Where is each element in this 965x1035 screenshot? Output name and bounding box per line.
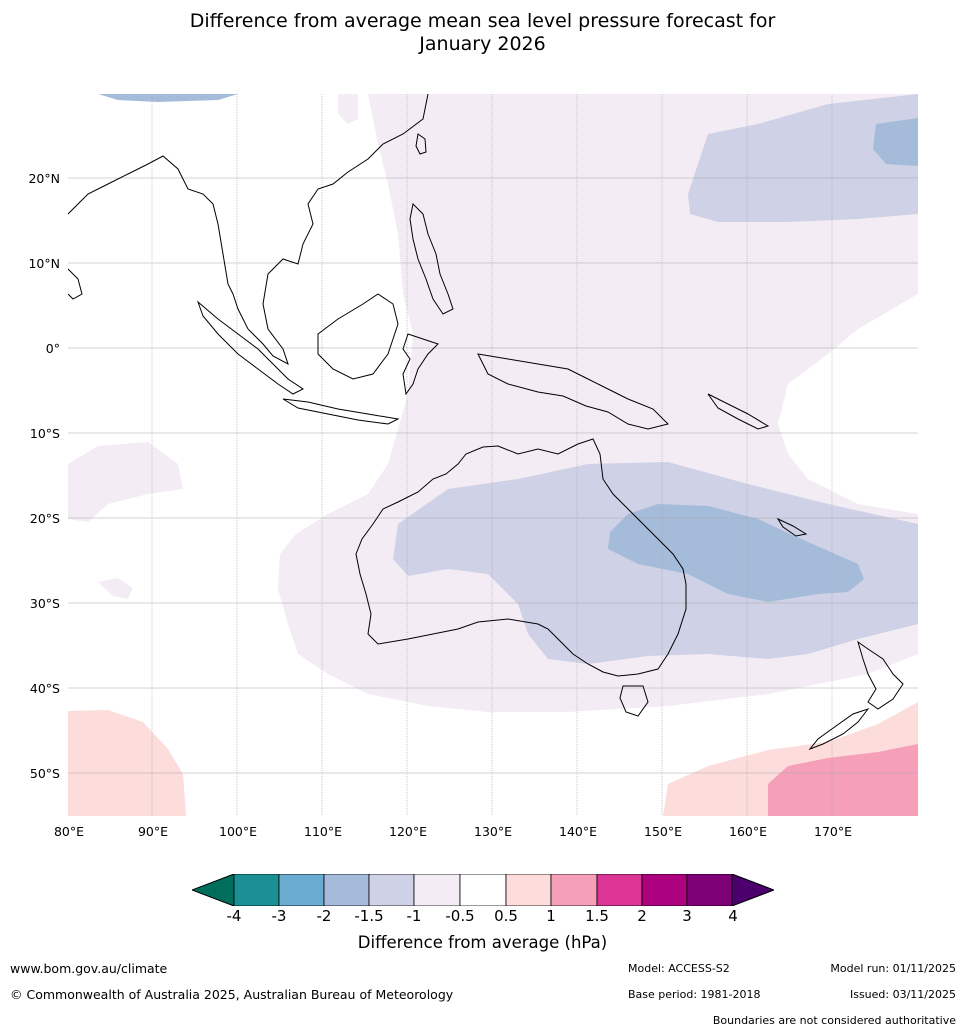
lat-label-40s: 40°S	[29, 681, 60, 696]
coast-taiwan	[415, 133, 427, 155]
colorbar-extend-high	[731, 874, 774, 906]
colorbar-extend-low	[192, 874, 235, 906]
anomaly-region-northwest-strong	[98, 94, 238, 102]
title-line-1: Difference from average mean sea level p…	[189, 10, 776, 32]
colorbar-label: Difference from average (hPa)	[357, 933, 608, 952]
lat-label-30s: 30°S	[29, 596, 60, 611]
colorbar-tick-12: 4	[728, 907, 738, 925]
coast-sumatra	[196, 300, 304, 395]
lat-label-20s: 20°S	[29, 511, 60, 526]
colorbar-swatch-9	[596, 874, 643, 906]
colorbar-swatch-3	[323, 874, 370, 906]
coast-new-guinea	[477, 353, 669, 430]
colorbar-tick-6: -0.5	[445, 907, 475, 925]
colorbar-tick-9: 1.5	[585, 907, 609, 925]
colorbar-swatch-4	[368, 874, 415, 906]
title-line-2: January 2026	[419, 33, 546, 55]
lon-label-160e: 160°E	[728, 824, 768, 839]
colorbar-tick-10: 2	[637, 907, 647, 925]
lon-label-170e: 170°E	[813, 824, 853, 839]
anomaly-region-queensland-strong	[608, 504, 864, 602]
lon-label-80e: 80°E	[53, 824, 85, 839]
coast-borneo	[317, 293, 399, 380]
anomaly-fill-strong	[98, 94, 918, 602]
coast-new-caledonia	[776, 517, 808, 537]
anomaly-region-north-pacific-strong	[873, 118, 918, 166]
anomaly-region-southwest-positive	[68, 710, 186, 816]
graticule	[68, 94, 918, 816]
footer-issued: Issued: 03/11/2025	[849, 988, 956, 1001]
coast-solomon-islands	[707, 393, 770, 430]
anomaly-fill-positive-medium	[768, 744, 918, 816]
coast-new-zealand-south	[808, 708, 870, 751]
lat-label-10n: 10°N	[28, 256, 60, 271]
footer-model-run: Model run: 01/11/2025	[830, 962, 956, 975]
footer-model: Model: ACCESS-S2	[628, 962, 730, 975]
coast-asia-mainland	[68, 94, 429, 366]
anomaly-region-southeast-positive-core	[768, 744, 918, 816]
colorbar-tick-7: 0.5	[494, 907, 518, 925]
colorbar-tick-4: -1.5	[354, 907, 384, 925]
anomaly-region-small-west	[98, 578, 133, 599]
footer-website: www.bom.gov.au/climate	[10, 961, 168, 976]
coast-philippines	[409, 202, 454, 315]
colorbar-swatch-11	[686, 874, 733, 906]
coast-java	[282, 398, 400, 425]
pressure-anomaly-map	[68, 94, 918, 816]
colorbar	[192, 874, 774, 906]
lon-label-130e: 130°E	[473, 824, 513, 839]
coast-australia	[355, 438, 687, 677]
coast-new-zealand-north	[857, 640, 904, 710]
lat-label-50s: 50°S	[29, 766, 60, 781]
colorbar-tick-1: -4	[226, 907, 242, 925]
anomaly-region-north-edge	[338, 94, 358, 124]
lat-label-20n: 20°N	[28, 171, 60, 186]
lon-label-120e: 120°E	[388, 824, 428, 839]
colorbar-swatch-5	[413, 874, 461, 906]
coastlines	[68, 94, 904, 751]
colorbar-swatch-1	[233, 874, 280, 906]
lon-label-140e: 140°E	[558, 824, 598, 839]
anomaly-region-indian-ocean	[68, 442, 183, 522]
colorbar-swatch-8	[550, 874, 598, 906]
colorbar-tick-11: 3	[682, 907, 692, 925]
colorbar-tick-3: -2	[316, 907, 332, 925]
footer-disclaimer: Boundaries are not considered authoritat…	[712, 1014, 956, 1027]
lat-label-0: 0°	[45, 341, 60, 356]
footer-base-period: Base period: 1981-2018	[628, 988, 761, 1001]
lon-label-150e: 150°E	[643, 824, 683, 839]
chart-title: Difference from average mean sea level p…	[0, 10, 965, 56]
anomaly-region-north-pacific-core	[688, 94, 918, 222]
map-svg	[68, 94, 918, 816]
footer-copyright: © Commonwealth of Australia 2025, Austra…	[10, 987, 454, 1002]
colorbar-tick-2: -3	[271, 907, 287, 925]
lon-label-110e: 110°E	[303, 824, 343, 839]
coast-tasmania	[619, 685, 649, 717]
lon-label-90e: 90°E	[137, 824, 169, 839]
colorbar-tick-8: 1	[546, 907, 556, 925]
coast-sulawesi	[402, 333, 439, 396]
colorbar-swatch-10	[641, 874, 688, 906]
colorbar-swatch-7	[505, 874, 552, 906]
lat-label-10s: 10°S	[29, 426, 60, 441]
lon-label-100e: 100°E	[218, 824, 258, 839]
coast-india-east	[68, 268, 83, 300]
colorbar-swatch-2	[278, 874, 325, 906]
colorbar-tick-5: -1	[406, 907, 422, 925]
colorbar-swatch-6	[459, 874, 507, 906]
